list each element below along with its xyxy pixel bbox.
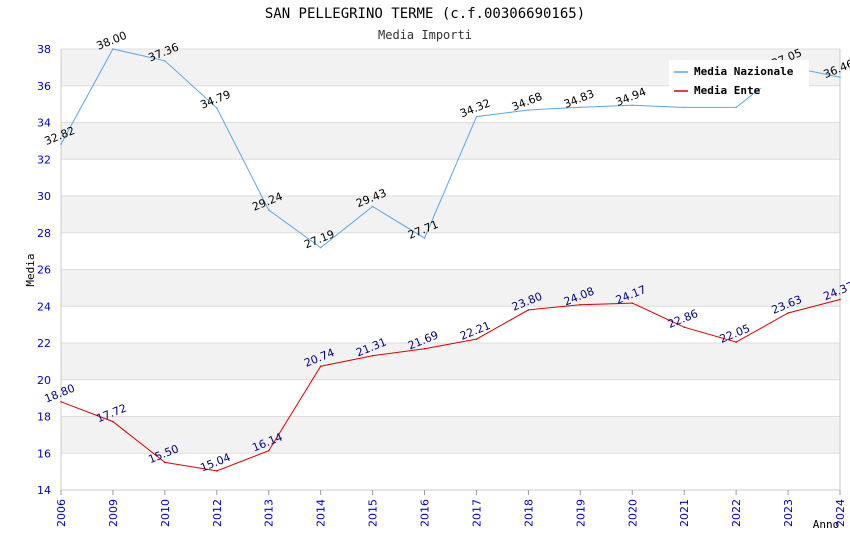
- y-tick-label: 20: [37, 374, 51, 387]
- x-tick-label: 2015: [367, 499, 380, 527]
- grid-band: [61, 343, 840, 380]
- data-point-media-ente: [579, 303, 582, 306]
- y-tick-label: 38: [37, 43, 51, 56]
- data-point-media-ente: [839, 298, 841, 301]
- data-point-media-ente: [683, 326, 685, 328]
- legend-box: [669, 60, 809, 88]
- legend: Media Nazionale Media Ente: [669, 60, 809, 97]
- x-tick-label: 2009: [107, 499, 120, 527]
- data-point-media-ente: [735, 341, 737, 343]
- data-point-media-nazionale: [527, 109, 530, 111]
- x-axis-label: Anno: [813, 518, 840, 531]
- data-point-media-ente: [371, 354, 374, 357]
- x-tick-label: 2020: [626, 499, 639, 527]
- data-point-media-ente: [319, 365, 322, 367]
- x-tick-label: 2012: [211, 499, 224, 527]
- x-tick-label: 2014: [315, 499, 328, 527]
- y-tick-label: 24: [37, 300, 51, 313]
- y-tick-label: 18: [37, 411, 51, 424]
- data-point-media-ente: [527, 309, 530, 311]
- grid-band: [61, 122, 840, 160]
- x-tick-label: 2019: [574, 499, 587, 527]
- y-axis-label: Media: [24, 253, 37, 286]
- x-axis-ticks: 2006 2009 2010 2012 2013 2014 2015 2016 2017 2018…: [55, 490, 847, 527]
- y-tick-label: 36: [37, 80, 51, 93]
- y-tick-label: 32: [37, 153, 51, 166]
- data-point-media-nazionale: [319, 246, 322, 249]
- data-point-media-ente: [216, 470, 218, 472]
- data-point-media-ente: [60, 401, 62, 403]
- data-point-media-nazionale: [216, 107, 218, 109]
- y-tick-label: 22: [37, 337, 51, 350]
- series-line-media-ente: [60, 299, 841, 472]
- data-point-media-nazionale: [475, 115, 478, 118]
- x-tick-label: 2024: [834, 499, 847, 527]
- data-point-media-ente: [787, 312, 789, 314]
- data-point-media-nazionale: [579, 106, 582, 109]
- y-tick-label: 16: [37, 447, 51, 460]
- data-point-media-nazionale: [112, 48, 114, 50]
- data-point-media-ente: [423, 347, 426, 350]
- data-point-media-nazionale: [839, 76, 841, 79]
- chart-subtitle: Media Importi: [378, 28, 472, 42]
- grid-band: [61, 269, 840, 307]
- x-tick-label: 2018: [522, 499, 535, 527]
- data-point-media-nazionale: [735, 106, 737, 109]
- data-label-media-ente: 22.86: [666, 307, 700, 331]
- y-tick-label: 28: [37, 227, 51, 240]
- data-point-media-nazionale: [423, 237, 426, 239]
- x-tick-label: 2021: [678, 499, 691, 527]
- series-lines: [60, 48, 841, 472]
- data-point-media-ente: [475, 338, 478, 340]
- data-point-media-nazionale: [164, 59, 166, 62]
- data-point-media-ente: [267, 449, 270, 452]
- y-axis-ticks: 14 16 18 20 22 24 26 28 30 32 34 36 38: [37, 43, 51, 497]
- x-tick-label: 2017: [470, 499, 483, 527]
- background-bands: [61, 49, 840, 454]
- grid-lines: [60, 48, 841, 491]
- data-point-media-nazionale: [371, 205, 374, 208]
- y-tick-label: 30: [37, 190, 51, 203]
- series-line-media-nazionale: [60, 48, 841, 249]
- data-point-media-nazionale: [60, 143, 62, 145]
- data-point-media-ente: [164, 461, 166, 464]
- x-tick-label: 2006: [55, 499, 68, 527]
- y-tick-label: 14: [37, 484, 51, 497]
- legend-label-media-ente: Media Ente: [694, 84, 761, 97]
- data-label-media-nazionale: 34.79: [198, 88, 232, 112]
- y-tick-label: 26: [37, 264, 51, 277]
- x-tick-label: 2016: [419, 499, 432, 527]
- data-point-media-ente: [112, 420, 114, 423]
- x-tick-label: 2022: [730, 499, 743, 527]
- data-point-media-ente: [631, 302, 634, 304]
- x-tick-label: 2010: [159, 499, 172, 527]
- data-label-media-nazionale: 34.32: [458, 96, 492, 120]
- data-point-media-nazionale: [683, 106, 685, 109]
- grid-band: [61, 196, 840, 233]
- grid-band: [61, 416, 840, 454]
- legend-label-media-nazionale: Media Nazionale: [694, 65, 794, 78]
- x-tick-label: 2013: [263, 499, 276, 527]
- data-point-media-nazionale: [267, 209, 270, 211]
- y-tick-label: 34: [37, 117, 51, 130]
- x-tick-label: 2023: [782, 499, 795, 527]
- chart-title: SAN PELLEGRINO TERME (c.f.00306690165): [265, 6, 585, 22]
- data-point-media-nazionale: [631, 104, 634, 107]
